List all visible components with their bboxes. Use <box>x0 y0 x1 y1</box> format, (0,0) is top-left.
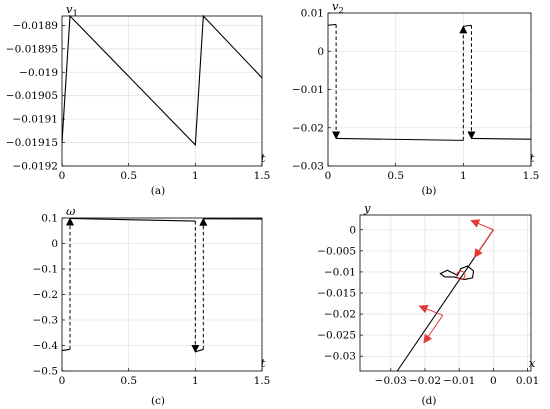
y-axis-label: v1 <box>66 2 78 19</box>
x-tick-label: 0 <box>59 170 66 182</box>
y-tick-label: 0.1 <box>41 213 58 225</box>
x-tick-label: 0.01 <box>516 375 539 387</box>
orbit-loop <box>439 265 475 281</box>
y-tick-label: −0.03 <box>324 351 356 363</box>
caption-b: (b) <box>422 185 437 197</box>
chart-panel-3: 0 0.5 1 1.5 0.1 0 −0.1 −0.2 −0.3 −0.4 −0.5 t ω <box>33 204 271 387</box>
caption-d: (d) <box>422 395 437 407</box>
x-tick-label: 1.5 <box>523 170 540 182</box>
series-line <box>463 24 472 27</box>
force-vector-arrow <box>418 304 443 316</box>
x-axis-label: t <box>530 151 535 165</box>
x-axis-label: t <box>261 151 266 165</box>
x-axis-label: x <box>529 356 536 370</box>
y-tick-label: −0.0189 <box>12 20 58 32</box>
y-tick-label: −0.01 <box>324 266 356 278</box>
series-line <box>195 348 204 353</box>
chart-panel-2: 0 0.5 1 1.5 0.01 0 −0.01 −0.02 −0.03 t v2 <box>292 0 540 182</box>
y-tick-label: −0.01 <box>292 84 324 96</box>
series-line <box>327 23 337 26</box>
x-tick-label: 1 <box>460 170 467 182</box>
y-axis-label: ω <box>66 204 76 218</box>
plot-frame <box>359 214 532 372</box>
y-tick-label: 0.01 <box>301 8 324 20</box>
y-tick-label: 0 <box>349 224 356 236</box>
y-tick-label: −0.4 <box>33 340 59 352</box>
y-tick-label: −0.025 <box>317 330 356 342</box>
force-vector-arrow <box>474 229 494 258</box>
chart-panel-1: 0 0.5 1 1.5 −0.0189 −0.01895 −0.019 −0.01905 −0.… <box>6 2 271 182</box>
x-tick-label: 0 <box>59 375 66 387</box>
x-tick-label: −0.02 <box>409 375 441 387</box>
plot-frame <box>327 12 532 167</box>
y-tick-label: −0.005 <box>317 245 356 257</box>
y-axis-label: v2 <box>332 0 344 16</box>
x-tick-label: 0 <box>325 170 332 182</box>
y-tick-label: −0.015 <box>317 288 356 300</box>
center-marker <box>456 270 466 280</box>
y-tick-label: −0.01895 <box>6 43 58 55</box>
series-line <box>69 217 196 222</box>
plot-frame <box>61 15 263 167</box>
x-tick-label: −0.03 <box>375 375 407 387</box>
force-vector-arrow <box>470 219 494 231</box>
series-line <box>336 137 464 141</box>
y-tick-label: −0.1 <box>33 264 59 276</box>
x-tick-label: 0.5 <box>387 170 404 182</box>
y-tick-label: −0.5 <box>33 366 59 378</box>
caption-c: (c) <box>151 395 165 407</box>
y-tick-label: −0.02 <box>292 122 324 134</box>
y-tick-label: −0.0191 <box>12 114 58 126</box>
y-axis-label: y <box>363 201 371 215</box>
y-tick-label: −0.3 <box>33 315 59 327</box>
x-tick-label: 1.5 <box>254 170 271 182</box>
y-tick-label: −0.2 <box>33 289 59 301</box>
x-tick-label: 0 <box>490 375 497 387</box>
force-vector-arrow <box>423 315 444 344</box>
y-tick-label: −0.0192 <box>12 161 58 173</box>
plot-frame <box>61 217 263 372</box>
x-tick-label: 0.5 <box>120 375 137 387</box>
x-tick-label: 1 <box>192 170 199 182</box>
x-tick-label: 0.5 <box>120 170 137 182</box>
y-tick-label: 0 <box>317 46 324 58</box>
series-line <box>61 348 71 352</box>
x-tick-label: −0.01 <box>443 375 475 387</box>
y-tick-label: −0.019 <box>19 67 58 79</box>
y-tick-label: −0.03 <box>292 161 324 173</box>
series-line <box>61 14 263 147</box>
y-tick-label: −0.01915 <box>6 137 58 149</box>
caption-a: (a) <box>151 185 165 197</box>
chart-panel-4: −0.03 −0.02 −0.01 0 0.010−0.005−0.01−0.015−0… <box>317 201 539 387</box>
x-axis-label: t <box>261 356 266 370</box>
y-tick-label: 0 <box>51 238 58 250</box>
series-line <box>471 137 532 140</box>
y-tick-label: −0.02 <box>324 309 356 321</box>
y-tick-label: −0.01905 <box>6 90 58 102</box>
x-tick-label: 1 <box>192 375 199 387</box>
x-tick-label: 1.5 <box>254 375 271 387</box>
